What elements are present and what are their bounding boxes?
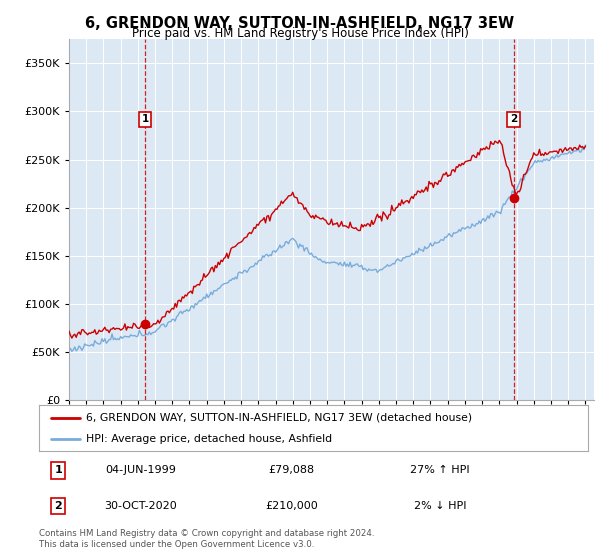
Text: 6, GRENDON WAY, SUTTON-IN-ASHFIELD, NG17 3EW (detached house): 6, GRENDON WAY, SUTTON-IN-ASHFIELD, NG17… xyxy=(86,413,472,423)
Text: 30-OCT-2020: 30-OCT-2020 xyxy=(104,501,177,511)
Text: 6, GRENDON WAY, SUTTON-IN-ASHFIELD, NG17 3EW: 6, GRENDON WAY, SUTTON-IN-ASHFIELD, NG17… xyxy=(85,16,515,31)
Text: 2: 2 xyxy=(55,501,62,511)
Text: 2: 2 xyxy=(510,114,517,124)
Text: 04-JUN-1999: 04-JUN-1999 xyxy=(105,465,176,475)
Text: Price paid vs. HM Land Registry's House Price Index (HPI): Price paid vs. HM Land Registry's House … xyxy=(131,27,469,40)
Text: £210,000: £210,000 xyxy=(265,501,318,511)
Text: 1: 1 xyxy=(142,114,149,124)
Text: HPI: Average price, detached house, Ashfield: HPI: Average price, detached house, Ashf… xyxy=(86,435,332,444)
Text: £79,088: £79,088 xyxy=(268,465,314,475)
Text: 27% ↑ HPI: 27% ↑ HPI xyxy=(410,465,470,475)
Text: 2% ↓ HPI: 2% ↓ HPI xyxy=(413,501,466,511)
Text: 1: 1 xyxy=(55,465,62,475)
Text: Contains HM Land Registry data © Crown copyright and database right 2024.
This d: Contains HM Land Registry data © Crown c… xyxy=(39,529,374,549)
